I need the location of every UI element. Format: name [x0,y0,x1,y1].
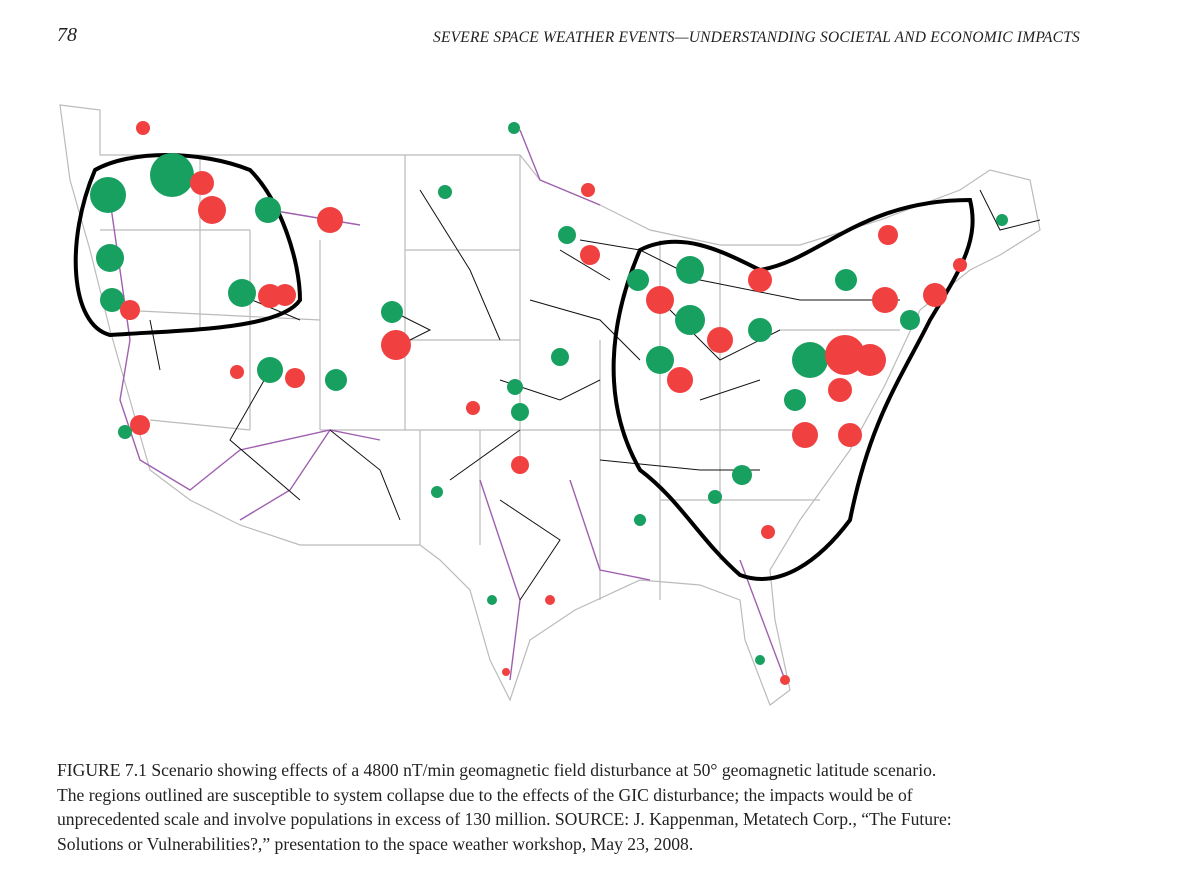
substation [438,185,452,199]
substation [755,655,765,665]
grid-map [59,104,1041,706]
caption-line: Solutions or Vulnerabilities?,” presenta… [57,833,694,854]
substation [257,357,283,383]
substation [118,425,132,439]
substation [748,318,772,342]
state-lines [100,155,900,600]
substation [748,268,772,292]
substation [900,310,920,330]
substation [732,465,752,485]
figure-caption: FIGURE 7.1 Scenario showing effects of a… [57,758,952,856]
substation [96,244,124,272]
caption-line: The regions outlined are susceptible to … [57,784,913,805]
substation [508,122,520,134]
substation [431,486,443,498]
caption-line: unprecedented scale and involve populati… [57,809,952,829]
substation [872,287,898,313]
substation [511,456,529,474]
substation [502,668,510,676]
substation [130,415,150,435]
substation [558,226,576,244]
substation [581,183,595,197]
substation [381,301,403,323]
substation [487,595,497,605]
substation [90,177,126,213]
substation [255,197,281,223]
page-number: 78 [57,24,77,46]
substation [838,423,862,447]
substation [835,269,857,291]
substation [545,595,555,605]
substation-markers [90,121,1008,685]
substation [285,368,305,388]
substation [190,171,214,195]
us-outline [59,104,1041,706]
substation [507,379,523,395]
substation [198,196,226,224]
substation [317,207,343,233]
substation [784,389,806,411]
substation [580,245,600,265]
substation [761,525,775,539]
substation [325,369,347,391]
substation [878,225,898,245]
substation [923,283,947,307]
substation [667,367,693,393]
substation [511,403,529,421]
substation [953,258,967,272]
substation [676,256,704,284]
substation [627,269,649,291]
substation [646,346,674,374]
substation [150,153,194,197]
substation [675,305,705,335]
substation [230,365,244,379]
caption-line: FIGURE 7.1 Scenario showing effects of a… [57,760,937,780]
substation [792,422,818,448]
outlined-region-east [611,197,975,581]
substation [136,121,150,135]
outlined-region-west [73,153,303,338]
substation [708,490,722,504]
substation [634,514,646,526]
running-title: SEVERE SPACE WEATHER EVENTS—UNDERSTANDIN… [433,29,1080,46]
substation [828,378,852,402]
substation [120,300,140,320]
substation [551,348,569,366]
substation [274,284,296,306]
substation [228,279,256,307]
substation [466,401,480,415]
substation [792,342,828,378]
substation [854,344,886,376]
substation [707,327,733,353]
substation [996,214,1008,226]
substation [100,288,124,312]
substation [381,330,411,360]
substation [780,675,790,685]
substation [646,286,674,314]
